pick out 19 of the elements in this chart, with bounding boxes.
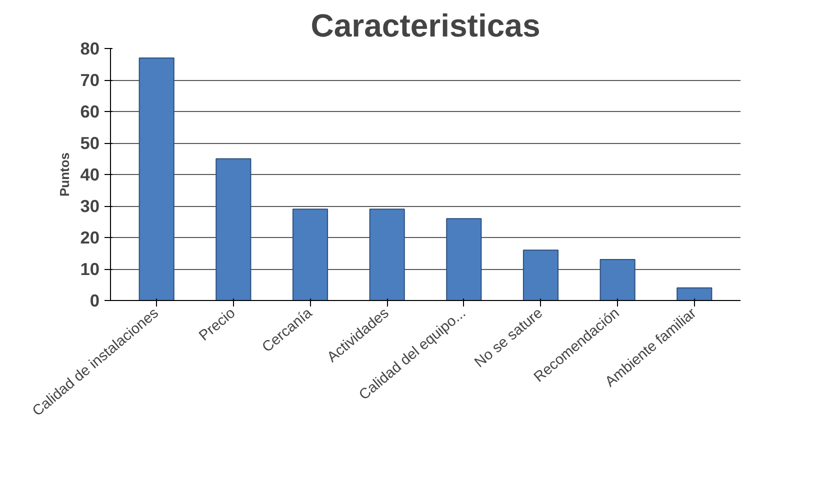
y-tick-label: 0 [90, 290, 100, 310]
bar [600, 259, 636, 300]
y-tick-label: 10 [80, 259, 100, 279]
bar [292, 208, 328, 300]
y-tick-label: 80 [80, 38, 100, 58]
bar [676, 287, 712, 300]
y-axis-title: Puntos [57, 152, 72, 197]
y-tick-label: 40 [80, 164, 100, 184]
bar [216, 158, 252, 300]
y-tick-label: 30 [80, 196, 100, 216]
y-tick-label: 60 [80, 102, 100, 122]
bar [138, 57, 174, 300]
y-tick-label: 70 [80, 70, 100, 90]
y-tick-label: 50 [80, 133, 100, 153]
bar [522, 250, 559, 300]
chart-title: Caracteristicas [310, 8, 540, 44]
bar [446, 218, 482, 300]
bar [369, 208, 405, 300]
y-tick-label: 20 [80, 228, 100, 248]
